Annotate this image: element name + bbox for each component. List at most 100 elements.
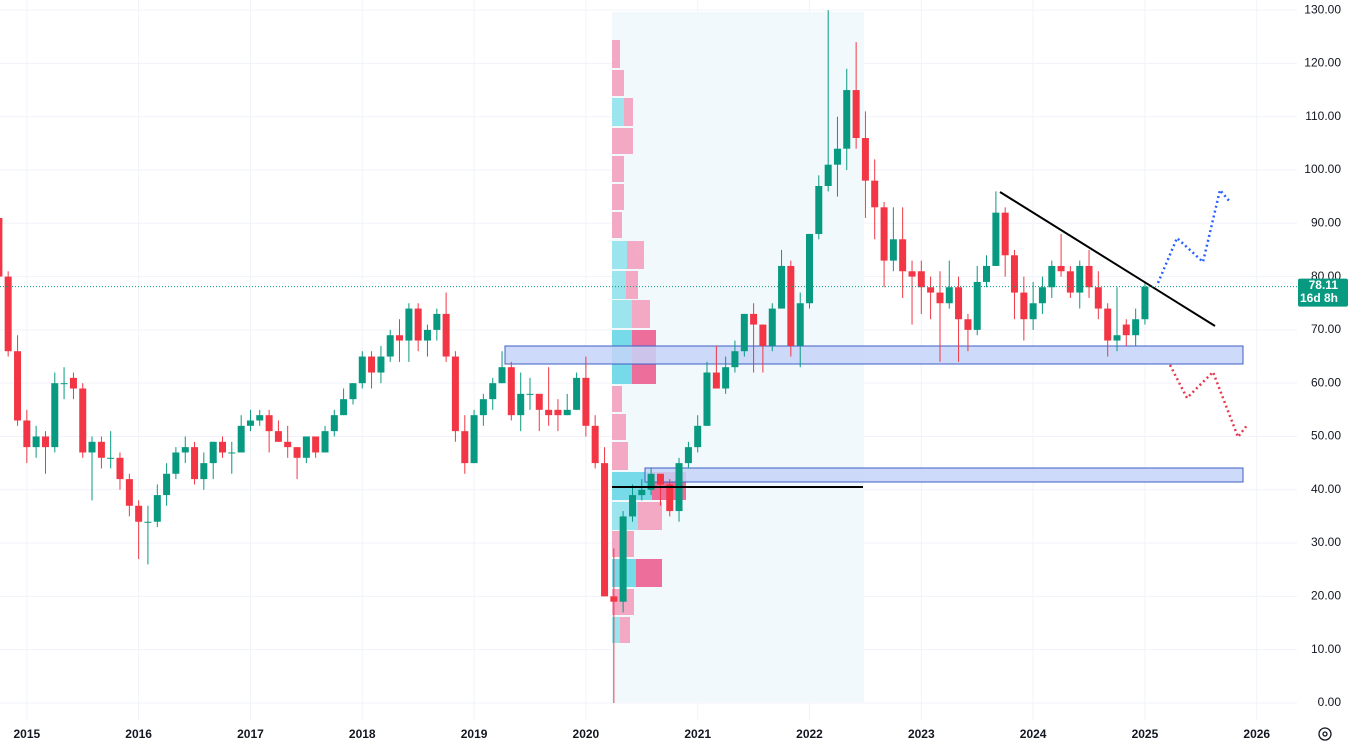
- candle-body: [666, 484, 674, 512]
- candle-body: [507, 367, 515, 416]
- profile-bar: [612, 241, 627, 269]
- y-tick-label: 120.00: [1304, 56, 1341, 70]
- candle-body: [619, 516, 627, 602]
- candle-body: [125, 479, 133, 506]
- candle-body: [973, 281, 981, 330]
- candle-body: [759, 324, 767, 346]
- candle-body: [647, 473, 655, 490]
- profile-bar: [612, 156, 624, 182]
- candle-body: [1122, 324, 1130, 336]
- candle-body: [1141, 286, 1149, 320]
- x-tick-label: 2015: [13, 727, 40, 741]
- candle-body: [899, 239, 907, 272]
- candle-body: [945, 287, 953, 304]
- candle-body: [423, 329, 431, 341]
- candle-body: [451, 356, 459, 432]
- candle-body: [843, 90, 851, 149]
- candle-body: [526, 393, 534, 395]
- candle-body: [274, 431, 282, 442]
- candle-body: [1094, 287, 1102, 309]
- volume-profile: [612, 40, 686, 643]
- candles: [0, 10, 1149, 703]
- candle-body: [722, 367, 730, 389]
- candle-body: [368, 356, 376, 373]
- candle-body: [908, 271, 916, 277]
- candle-body: [1076, 265, 1084, 293]
- y-tick-label: 110.00: [1305, 109, 1341, 123]
- candle-body: [787, 265, 795, 346]
- candle-body: [778, 265, 786, 309]
- projection-down: [1168, 364, 1249, 440]
- candle-body: [377, 356, 385, 373]
- y-tick-label: 60.00: [1311, 375, 1341, 389]
- y-tick-label: 0.00: [1318, 695, 1342, 709]
- candle-body: [237, 425, 245, 453]
- candle-body: [246, 420, 254, 426]
- candle-body: [321, 431, 329, 453]
- candle-body: [14, 351, 22, 421]
- candle-body: [1010, 255, 1018, 293]
- y-tick-label: 90.00: [1311, 215, 1341, 229]
- candle-body: [563, 409, 571, 416]
- x-tick-label: 2020: [573, 727, 600, 741]
- x-tick-label: 2026: [1243, 727, 1270, 741]
- profile-bar: [612, 442, 628, 470]
- profile-bar: [612, 40, 620, 68]
- candle-body: [591, 425, 599, 464]
- candle-body: [330, 415, 338, 432]
- candle-body: [69, 377, 77, 389]
- y-tick-label: 50.00: [1311, 429, 1341, 443]
- candle-body: [97, 441, 105, 458]
- candle-body: [927, 287, 935, 293]
- candle-body: [442, 313, 450, 357]
- candle-body: [629, 495, 637, 517]
- profile-bar: [612, 386, 622, 412]
- candle-body: [200, 463, 208, 480]
- candle-body: [731, 351, 739, 368]
- candle-body: [917, 271, 925, 288]
- candle-body: [535, 393, 543, 410]
- profile-bar: [612, 128, 633, 154]
- candle-body: [228, 452, 236, 454]
- candle-body: [517, 393, 525, 416]
- candle-body: [740, 313, 748, 352]
- candle-body: [386, 335, 394, 357]
- profile-bar: [612, 212, 622, 238]
- candle-body: [694, 425, 702, 448]
- candle-body: [219, 441, 227, 453]
- candle-body: [107, 457, 115, 459]
- candle-body: [806, 233, 814, 304]
- candle-body: [42, 436, 50, 448]
- candle-body: [750, 313, 758, 325]
- candle-body: [1048, 265, 1056, 288]
- candle-body: [461, 431, 469, 464]
- candle-body: [414, 308, 422, 341]
- support-zone: [504, 345, 1244, 365]
- candle-body: [349, 383, 357, 400]
- candle-body: [116, 457, 124, 480]
- y-tick-label: 30.00: [1311, 535, 1341, 549]
- y-tick-label: 70.00: [1311, 322, 1341, 336]
- candle-body: [135, 505, 143, 522]
- settings-icon[interactable]: [1318, 727, 1332, 741]
- candle-body: [312, 436, 320, 453]
- settings-icon-center: [1322, 731, 1328, 737]
- candle-body: [0, 217, 3, 277]
- candle-body: [889, 239, 897, 261]
- profile-bar: [612, 271, 626, 299]
- candle-body: [815, 185, 823, 234]
- y-tick-label: 10.00: [1311, 642, 1341, 656]
- x-tick-label: 2021: [684, 727, 711, 741]
- candle-body: [684, 447, 692, 464]
- candle-body: [256, 415, 264, 421]
- x-tick-label: 2016: [125, 727, 152, 741]
- candle-body: [610, 596, 618, 602]
- countdown-label: 16d 8h: [1300, 291, 1338, 305]
- candle-body: [1001, 212, 1009, 256]
- candle-body: [1020, 292, 1028, 320]
- candle-body: [768, 308, 776, 346]
- trend-line: [999, 191, 1216, 327]
- candle-body: [1113, 335, 1121, 341]
- candle-body: [983, 265, 991, 282]
